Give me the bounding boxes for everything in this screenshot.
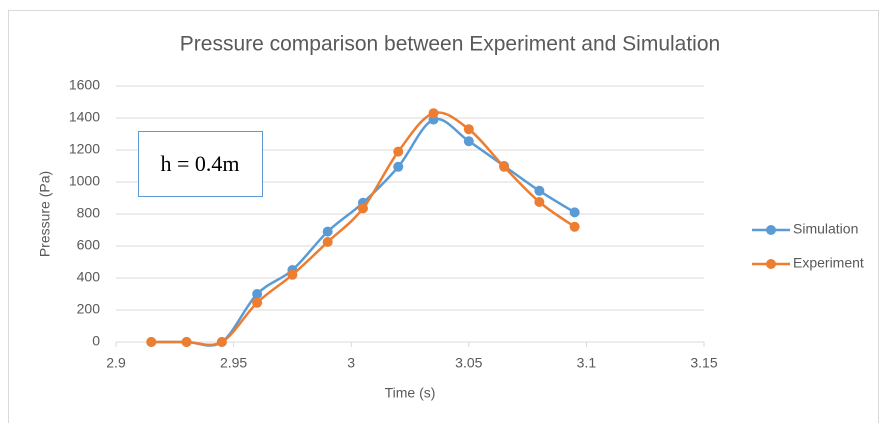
- y-tick-label: 200: [77, 301, 101, 317]
- y-tick-label: 600: [77, 237, 101, 253]
- data-point: [569, 221, 580, 232]
- data-point: [322, 226, 333, 237]
- data-point: [463, 124, 474, 135]
- data-point: [181, 337, 192, 347]
- data-point: [393, 146, 404, 157]
- y-axis-label: Pressure (Pa): [37, 171, 53, 257]
- plot-area: 0 200 400 600 800 1000 1200 1400 1600 2.9 2.95 3 3.0…: [69, 77, 864, 371]
- x-tick-label: 3: [347, 355, 355, 371]
- data-point: [216, 337, 227, 347]
- x-tick-label: 3.1: [577, 355, 597, 371]
- chart-border: [8, 10, 879, 423]
- annotation-box: [138, 131, 263, 197]
- y-tick-label: 1600: [69, 77, 100, 93]
- legend-marker: [766, 259, 776, 269]
- y-tick-label: 800: [77, 205, 101, 221]
- legend-marker: [766, 225, 776, 235]
- data-point: [569, 207, 580, 218]
- x-tick-label: 3.05: [455, 355, 482, 371]
- y-tick-label: 0: [92, 333, 100, 349]
- x-tick-label: 2.9: [106, 355, 126, 371]
- data-point: [534, 197, 545, 207]
- data-point: [146, 337, 157, 347]
- data-point: [357, 203, 368, 214]
- legend-label: Experiment: [793, 255, 864, 271]
- data-point: [322, 237, 333, 247]
- data-point: [252, 297, 263, 308]
- data-point: [499, 161, 510, 172]
- x-axis-label: Time (s): [385, 385, 436, 401]
- legend-label: Simulation: [793, 221, 858, 237]
- data-point: [393, 161, 404, 172]
- data-point: [428, 108, 439, 119]
- annotation: h = 0.4m: [160, 151, 239, 176]
- data-point: [287, 269, 298, 280]
- x-tick-label: 2.95: [220, 355, 247, 371]
- data-point: [463, 136, 474, 147]
- y-tick-label: 1400: [69, 109, 100, 125]
- y-tick-label: 1000: [69, 173, 100, 189]
- chart-title: Pressure comparison between Experiment a…: [180, 33, 720, 56]
- data-point: [534, 185, 545, 196]
- x-tick-label: 3.15: [690, 355, 717, 371]
- y-tick-label: 1200: [69, 141, 100, 157]
- y-tick-label: 400: [77, 269, 101, 285]
- data-point: [252, 289, 263, 299]
